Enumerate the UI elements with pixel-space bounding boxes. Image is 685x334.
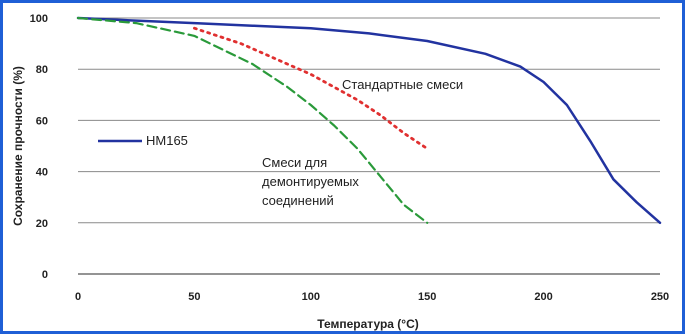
y-tick-label: 40 [36, 167, 48, 179]
series-line-0 [76, 16, 662, 225]
x-tick-label: 100 [302, 291, 320, 303]
legend: HM165 [98, 133, 188, 148]
x-tick-label: 0 [75, 291, 81, 303]
y-tick-label: 80 [36, 64, 48, 76]
x-tick-label: 250 [651, 291, 669, 303]
x-axis-title: Температура (°C) [317, 317, 419, 331]
series-line-2 [76, 16, 429, 224]
x-tick-label: 150 [418, 291, 436, 303]
series-line-1 [192, 26, 429, 151]
grid-lines [78, 17, 660, 224]
legend-label-hm165: HM165 [146, 133, 188, 148]
annotation-removable-line2: демонтируемых [262, 174, 359, 189]
series-lines [76, 16, 662, 225]
y-tick-label: 60 [36, 115, 48, 127]
y-tick-label: 0 [42, 269, 48, 281]
annotation-removable-line1: Смеси для [262, 155, 327, 170]
annotation-standard: Стандартные смеси [342, 77, 463, 92]
x-tick-label: 200 [534, 291, 552, 303]
y-tick-labels: 0 20 40 60 80 100 [30, 13, 48, 281]
annotation-removable-line3: соединений [262, 193, 334, 208]
x-tick-labels: 0 50 100 150 200 250 [75, 291, 669, 303]
y-axis-title: Сохранение прочности (%) [11, 66, 25, 226]
x-tick-label: 50 [188, 291, 200, 303]
y-tick-label: 20 [36, 218, 48, 230]
y-tick-label: 100 [30, 13, 48, 25]
